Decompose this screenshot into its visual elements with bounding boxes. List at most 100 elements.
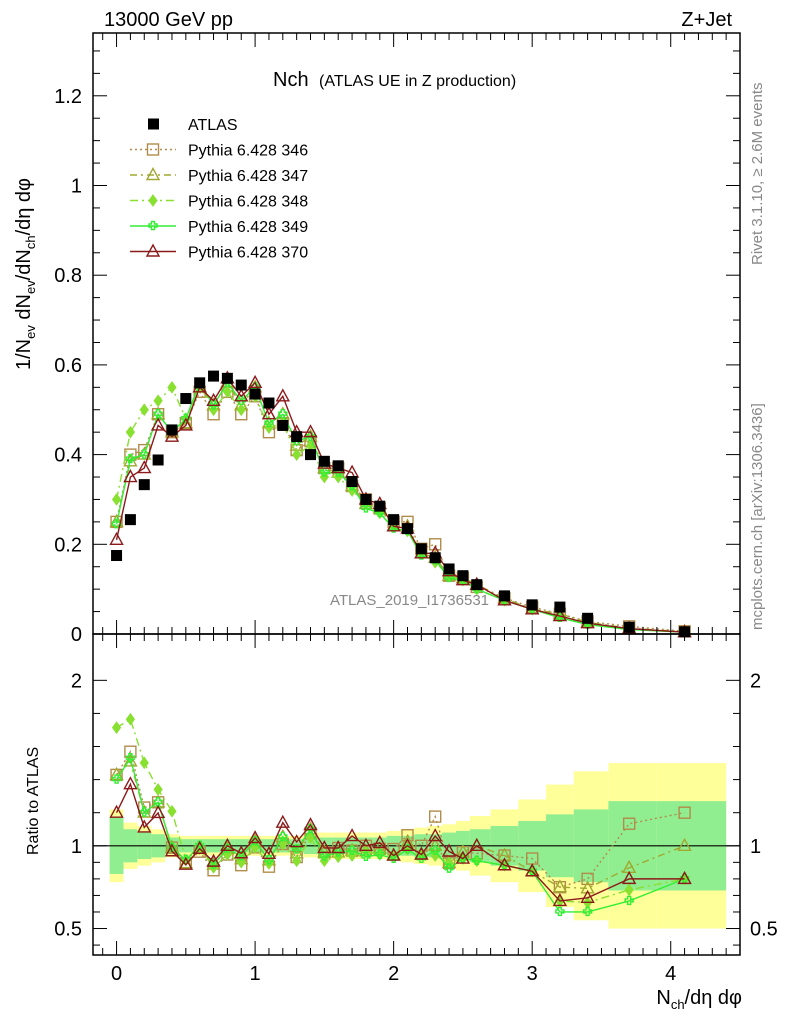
legend-marker-atlas [148,118,159,130]
ratio-y-tick-label-left: 0.5 [54,919,82,941]
data-point [236,403,246,417]
legend-label: Pythia 6.428 348 [188,194,308,211]
data-point [137,446,152,460]
ratio-point [497,857,512,871]
data-point [275,388,290,402]
atlas-data-point [360,493,372,505]
ratio-point [375,849,385,859]
ratio-point [111,774,122,784]
header-process-label: Z+Jet [681,9,732,31]
y-axis-title: 1/Nev dNev/dNch/dη dφ [13,178,38,370]
data-point [208,400,219,410]
ratio-point [234,845,249,859]
ratio-y-tick-label-right: 0.5 [750,919,778,941]
ratio-point [125,712,136,726]
ratio-point [139,756,149,770]
data-point [261,406,277,420]
atlas-data-point [374,500,386,512]
atlas-data-point [249,388,261,400]
ratio-point [555,906,565,917]
data-point [250,382,260,392]
ratio-point [275,814,290,828]
data-point [303,424,318,438]
data-point [222,385,233,399]
legend-marker [145,167,161,181]
ratio-y-tick-label-left: 2 [71,670,82,692]
ratio-point [164,843,180,857]
atlas-data-point [457,570,469,582]
ratio-point [347,845,357,855]
y-tick-label: 1.2 [54,86,82,108]
atlas-data-point [194,377,206,389]
data-point [109,513,124,528]
atlas-data-point [221,372,233,384]
ratio-point [552,879,568,893]
data-point [181,413,191,423]
data-point [278,409,288,419]
atlas-data-point [208,370,220,382]
data-point [247,374,263,389]
ratio-point [125,752,136,763]
ratio-point [331,840,346,854]
data-point [150,417,166,431]
ratio-point [678,806,691,819]
ratio-point [194,840,205,850]
data-point [139,403,149,417]
atlas-data-point [498,590,510,602]
ratio-point [358,837,374,851]
ratio-point [472,855,482,866]
ratio-point [344,828,360,842]
ratio-point [220,837,235,851]
atlas-data-point [443,563,455,575]
data-point [236,395,246,405]
atlas-data-point [166,424,178,436]
atlas-data-point [305,449,317,461]
ratio-y-tick-label-right: 2 [750,670,761,692]
y-tick-label: 0.8 [54,265,82,287]
ratio-point [428,828,443,842]
ratio-point [167,804,177,818]
ratio-point [677,870,692,885]
ratio-point [624,895,634,906]
chart-title-sub: (ATLAS UE in Z production) [319,73,516,90]
ratio-point [372,834,387,849]
ratio-point [303,817,318,831]
ratio-point [581,872,594,886]
atlas-data-point [277,419,289,431]
data-point [153,394,163,408]
data-point [164,428,180,442]
y-tick-label: 0.2 [54,534,82,556]
ratio-point [552,892,568,907]
y-tick-label: 0 [71,624,82,646]
ratio-point [441,843,457,857]
data-point [386,518,401,532]
atlas-data-point [554,601,566,613]
series-5-ratio [109,776,692,907]
ratio-point [621,870,637,885]
ratio-point [430,845,440,855]
ratio-point [580,880,595,894]
analysis-watermark: ATLAS_2019_I1736531 [330,592,489,609]
data-point [125,425,136,439]
ratio-point [292,854,302,868]
atlas-data-point [152,454,164,466]
y-tick-label: 0.6 [54,355,82,377]
ratio-point [109,804,124,818]
y-tick-label: 0.4 [54,445,82,467]
atlas-data-point [332,460,344,472]
ratio-y-tick-label-left: 1 [71,836,82,858]
atlas-data-point [401,523,413,535]
ratio-point [192,840,207,854]
data-point [111,493,122,506]
atlas-data-point [388,514,400,526]
ratio-point [429,810,442,823]
x-tick-label: 4 [665,963,676,985]
x-tick-label: 3 [527,963,538,985]
ratio-point [361,851,371,862]
ratio-point [582,906,593,917]
legend-label: Pythia 6.428 346 [188,143,308,160]
atlas-data-point [429,552,441,564]
atlas-data-point [124,514,136,526]
ratio-point [137,819,152,833]
